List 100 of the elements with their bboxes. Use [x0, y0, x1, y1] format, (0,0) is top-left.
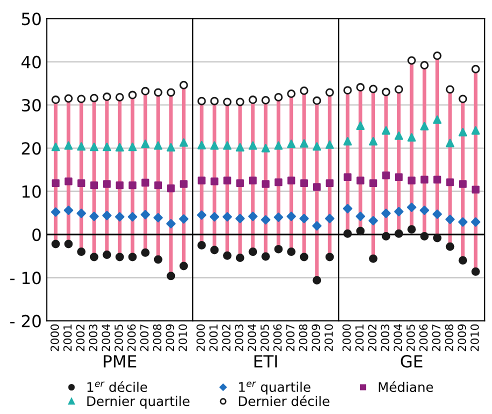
point	[128, 252, 137, 262]
point	[470, 217, 480, 227]
point	[260, 215, 270, 225]
point	[368, 216, 378, 226]
point	[154, 141, 162, 150]
point	[394, 85, 404, 94]
point	[312, 96, 322, 105]
point	[167, 184, 175, 192]
point	[300, 252, 308, 262]
x-tick-label: 2005	[260, 324, 269, 352]
x-tick-label: 2002	[368, 324, 376, 352]
point	[197, 241, 206, 250]
point	[210, 141, 219, 150]
point	[235, 214, 245, 224]
legend-label: 1$^{er}$ quartile	[239, 382, 310, 395]
point	[77, 179, 86, 188]
x-tick-label: 2006	[419, 324, 428, 352]
point	[394, 206, 404, 216]
x-tick-label: 2009	[458, 324, 466, 352]
point	[210, 246, 219, 254]
x-tick-label: 2005	[406, 324, 415, 352]
point	[382, 126, 390, 135]
y-tick-label: - 20	[10, 314, 41, 328]
point	[286, 212, 296, 222]
point	[236, 98, 244, 106]
point	[248, 96, 258, 104]
x-tick-label: 2008	[152, 324, 162, 352]
x-tick-label: 2006	[127, 324, 136, 352]
point	[223, 251, 232, 260]
point	[325, 88, 334, 97]
y-tick-label: - 10	[10, 272, 41, 284]
point	[90, 142, 98, 152]
point	[312, 142, 322, 151]
point	[76, 208, 86, 218]
point	[180, 180, 188, 188]
legend-label: 1$^{er}$ décile	[87, 381, 148, 392]
point	[356, 226, 365, 236]
x-axis-title: GE	[400, 354, 422, 368]
point	[51, 207, 60, 217]
point	[446, 138, 454, 148]
point	[64, 178, 72, 186]
point	[102, 92, 112, 102]
point	[89, 212, 99, 222]
point	[300, 86, 308, 95]
point	[141, 140, 150, 148]
x-tick-label: 2007	[286, 324, 295, 352]
x-tick-label: 2000	[196, 324, 205, 352]
point	[382, 88, 390, 96]
x-tick-label: 2001	[355, 324, 364, 352]
point	[64, 240, 73, 248]
x-axis-title: ETI	[254, 355, 277, 368]
x-tick-label: 2010	[178, 324, 187, 352]
point	[261, 96, 270, 104]
point	[433, 234, 442, 242]
point	[300, 179, 308, 188]
x-tick-label: 2002	[76, 324, 85, 352]
x-tick-label: 2005	[114, 324, 123, 352]
point	[210, 212, 220, 222]
point	[210, 178, 218, 186]
point	[356, 121, 365, 130]
point	[248, 176, 257, 184]
point	[394, 229, 404, 238]
point	[64, 206, 74, 216]
x-tick-label: 2003	[380, 324, 390, 352]
point	[141, 248, 150, 257]
point	[196, 210, 206, 220]
y-tick-label: 50	[22, 12, 41, 26]
x-tick-label: 2004	[248, 324, 256, 352]
point	[299, 214, 309, 224]
point	[197, 140, 206, 150]
point	[154, 255, 162, 264]
point	[287, 248, 296, 256]
point	[180, 80, 188, 90]
x-tick-label: 2006	[273, 324, 282, 352]
point	[274, 244, 283, 254]
point	[407, 133, 416, 142]
point	[261, 252, 270, 261]
x-tick-label: 2008	[444, 324, 454, 352]
point	[432, 210, 442, 219]
point	[116, 181, 124, 190]
x-tick-label: 2003	[88, 324, 98, 352]
point	[154, 181, 162, 190]
point	[115, 143, 124, 152]
point	[407, 56, 416, 65]
point	[287, 176, 296, 184]
point	[52, 179, 60, 188]
point	[471, 267, 480, 276]
point	[394, 131, 404, 140]
point	[179, 214, 188, 224]
point	[420, 122, 429, 130]
x-axis-title: PME	[104, 355, 136, 368]
point	[141, 86, 150, 96]
y-tick-label: 20	[22, 142, 41, 155]
point	[406, 202, 416, 212]
point	[102, 142, 112, 152]
legend-label: Dernier décile	[238, 395, 330, 406]
point	[420, 61, 429, 70]
point	[77, 142, 86, 151]
point	[343, 86, 352, 95]
point	[420, 206, 430, 216]
